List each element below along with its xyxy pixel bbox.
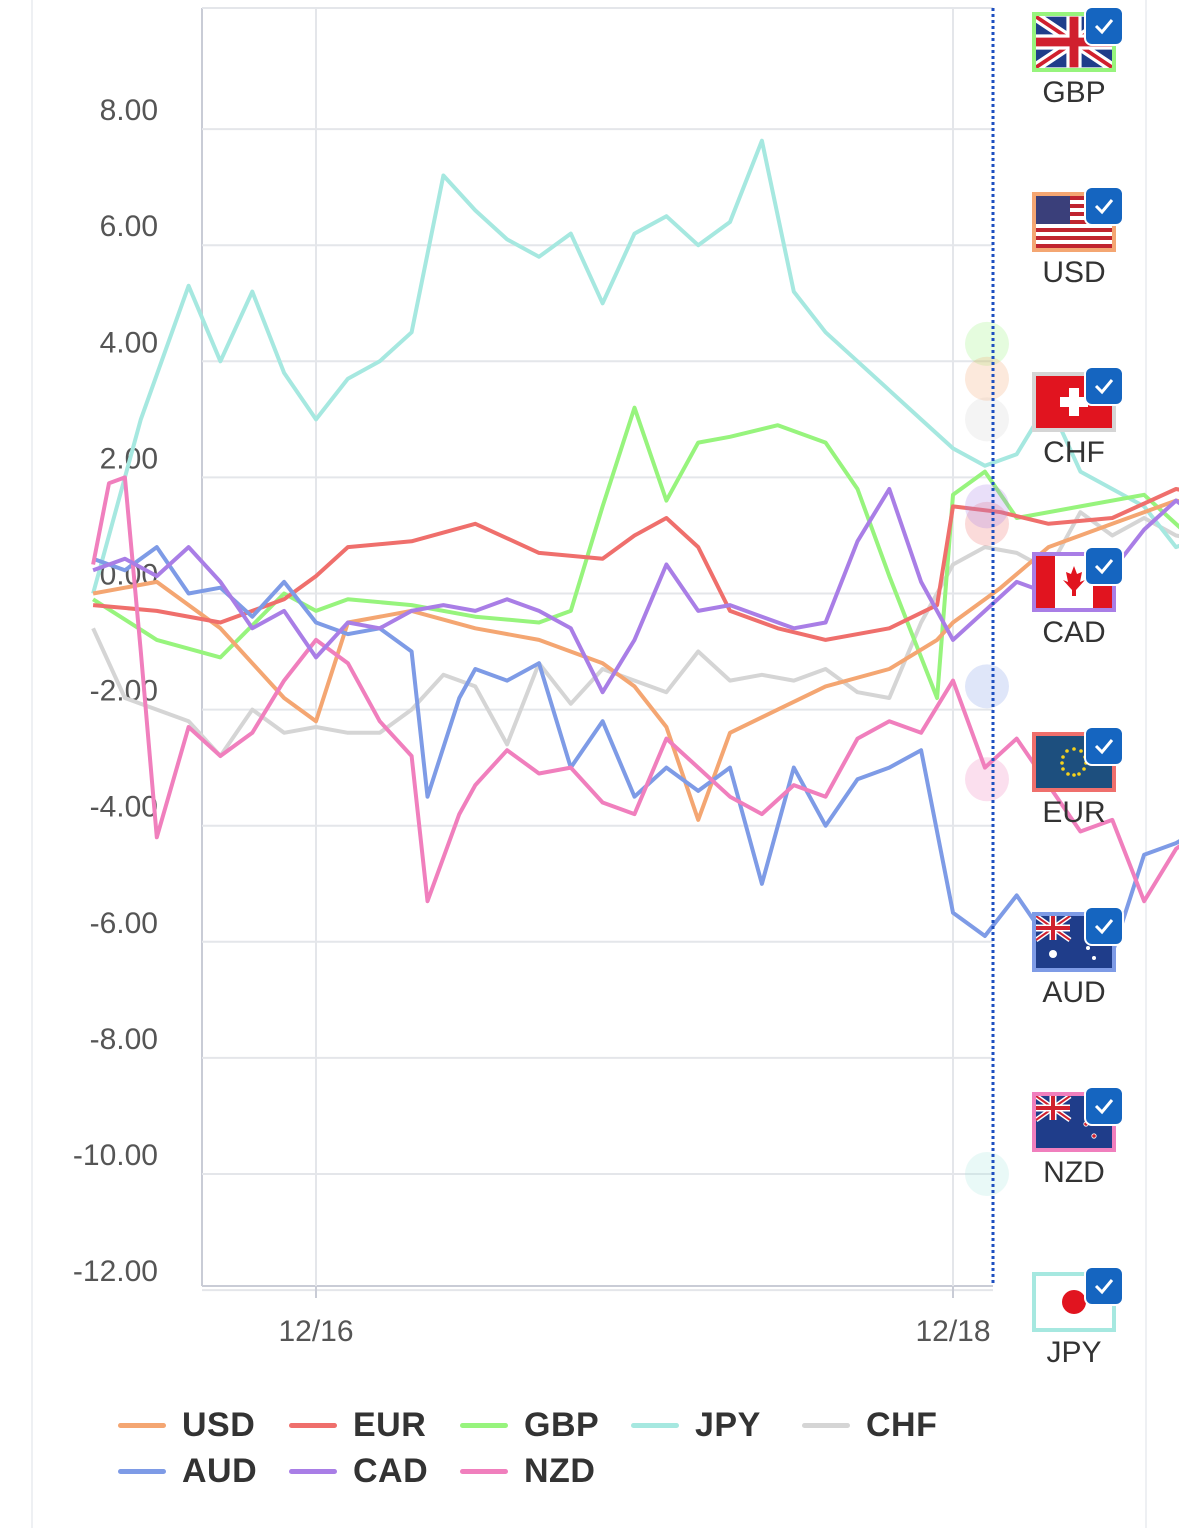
legend-item-cad[interactable]: CAD	[289, 1452, 460, 1491]
series-end-marker-usd	[965, 356, 1009, 401]
legend-label: EUR	[353, 1405, 427, 1444]
uk-flag-icon	[1032, 6, 1124, 72]
legend-item-nzd[interactable]: NZD	[460, 1452, 631, 1491]
series-end-marker-jpy	[965, 1152, 1009, 1196]
y-tick-label: -10.00	[73, 1139, 158, 1172]
legend-item-jpy[interactable]: JPY	[631, 1406, 802, 1445]
currency-toggle-usd[interactable]: USD	[1032, 186, 1142, 290]
y-tick-label: 6.00	[100, 210, 158, 243]
swiss-flag-icon	[1032, 366, 1124, 432]
y-tick-label: -12.00	[73, 1255, 158, 1288]
currency-code: NZD	[1043, 1156, 1105, 1189]
y-axis-ticks: 8.006.004.002.000.00-2.00-4.00-6.00-8.00…	[73, 94, 158, 1288]
new-zealand-flag-icon	[1032, 1086, 1124, 1152]
currency-code: USD	[1042, 256, 1106, 289]
currency-code: CAD	[1042, 616, 1106, 649]
series-end-marker-eur	[965, 501, 1009, 546]
frame-left	[31, 0, 33, 1528]
y-tick-label: 4.00	[100, 326, 158, 359]
currency-toggle-cad[interactable]: CAD	[1032, 546, 1142, 650]
series-line-nzd	[91, 475, 1179, 904]
frame-right	[1145, 0, 1147, 1528]
series-line-usd	[92, 498, 1179, 822]
legend-item-usd[interactable]: USD	[118, 1406, 289, 1445]
checkbox-checked-icon[interactable]	[1084, 1266, 1124, 1306]
currency-toggle-jpy[interactable]: JPY	[1032, 1266, 1142, 1370]
legend-label: USD	[182, 1405, 256, 1444]
series-end-marker-gbp	[965, 321, 1009, 366]
checkbox-checked-icon[interactable]	[1084, 366, 1124, 406]
currency-code: JPY	[1046, 1336, 1102, 1369]
currency-code: AUD	[1042, 976, 1106, 1009]
y-tick-label: -8.00	[90, 1023, 158, 1056]
legend-label: CAD	[353, 1451, 429, 1490]
legend-row-2: AUD CAD NZD	[118, 1448, 1018, 1494]
us-flag-icon	[1032, 186, 1124, 252]
y-tick-label: -6.00	[90, 907, 158, 940]
series-end-marker-nzd	[965, 757, 1009, 802]
legend-label: AUD	[182, 1451, 258, 1490]
legend-row-1: USD EUR GBP JPY CHF	[118, 1402, 1018, 1448]
currency-code: GBP	[1042, 76, 1106, 109]
series-end-marker-chf	[965, 397, 1009, 442]
currency-code: CHF	[1043, 436, 1105, 469]
legend-label: GBP	[524, 1405, 600, 1444]
x-tick-label: 12/18	[915, 1315, 990, 1348]
series-line-gbp	[92, 405, 1179, 700]
checkbox-checked-icon[interactable]	[1084, 6, 1124, 46]
canada-flag-icon	[1032, 546, 1124, 612]
legend-item-eur[interactable]: EUR	[289, 1406, 460, 1445]
series-end-marker-aud	[965, 664, 1009, 709]
currency-toggle-chf[interactable]: CHF	[1032, 366, 1142, 470]
series-line-eur	[92, 487, 1179, 642]
eu-flag-icon	[1032, 726, 1124, 792]
legend-label: CHF	[866, 1405, 938, 1444]
y-tick-label: 8.00	[100, 94, 158, 127]
legend-item-chf[interactable]: CHF	[802, 1406, 973, 1445]
series-line-chf	[91, 510, 1179, 758]
series-line-aud	[92, 545, 1179, 956]
currency-toggle-aud[interactable]: AUD	[1032, 906, 1142, 1010]
checkbox-checked-icon[interactable]	[1084, 546, 1124, 586]
checkbox-checked-icon[interactable]	[1084, 1086, 1124, 1126]
currency-toggle-gbp[interactable]: GBP	[1032, 6, 1142, 110]
legend-label: JPY	[695, 1405, 761, 1444]
currency-toggle-nzd[interactable]: NZD	[1032, 1086, 1142, 1190]
x-tick-label: 12/16	[278, 1315, 353, 1348]
checkbox-checked-icon[interactable]	[1084, 726, 1124, 766]
currency-code: EUR	[1042, 796, 1106, 829]
series-lines	[91, 138, 1179, 956]
japan-flag-icon	[1032, 1266, 1124, 1332]
currency-toggle-eur[interactable]: EUR	[1032, 726, 1142, 830]
series-end-markers	[965, 8, 1009, 1286]
checkbox-checked-icon[interactable]	[1084, 186, 1124, 226]
australia-flag-icon	[1032, 906, 1124, 972]
series-line-cad	[92, 487, 1179, 695]
series-end-marker-cad	[965, 484, 1009, 529]
y-tick-label: -4.00	[90, 791, 158, 824]
chart-grid	[201, 7, 993, 1298]
legend-item-gbp[interactable]: GBP	[460, 1406, 631, 1445]
legend-item-aud[interactable]: AUD	[118, 1452, 289, 1491]
legend-label: NZD	[524, 1451, 596, 1490]
series-line-jpy	[91, 138, 1179, 595]
legend: USD EUR GBP JPY CHF AUD CAD NZD	[118, 1402, 1018, 1494]
line-chart: 8.006.004.002.000.00-2.00-4.00-6.00-8.00…	[73, 7, 1179, 1348]
checkbox-checked-icon[interactable]	[1084, 906, 1124, 946]
